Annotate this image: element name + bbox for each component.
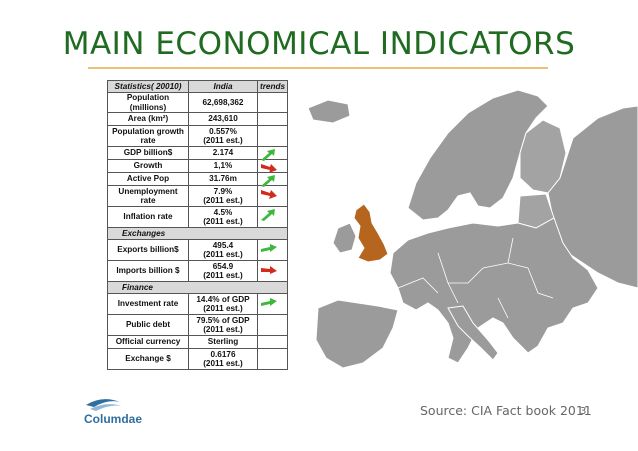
row-value: 2.174 bbox=[188, 146, 258, 160]
table-header-row: Statistics( 20010) India trends bbox=[107, 80, 289, 93]
row-value: 62,698,362 bbox=[188, 92, 258, 113]
italy-shape bbox=[447, 305, 499, 361]
row-label: Inflation rate bbox=[107, 206, 189, 228]
trend-up-arrow-icon bbox=[261, 298, 277, 306]
trend-up-arrow-icon bbox=[261, 175, 275, 187]
row-label: Population (millions) bbox=[107, 92, 189, 113]
table-row: Active Pop 31.76m bbox=[107, 172, 289, 187]
page-number: 3 bbox=[580, 406, 587, 417]
section-label: Exchanges bbox=[106, 227, 289, 240]
trend-up-arrow-icon bbox=[261, 209, 275, 221]
source-caption: Source: CIA Fact book 2011 bbox=[420, 403, 592, 418]
row-trend bbox=[256, 92, 289, 113]
header-country: India bbox=[188, 80, 258, 93]
row-trend bbox=[256, 125, 289, 147]
row-trend bbox=[256, 260, 289, 282]
row-value: 243,610 bbox=[188, 112, 258, 126]
table-row: Imports billion $654.9 (2011 est.) bbox=[107, 260, 289, 282]
borders-lines bbox=[397, 237, 554, 319]
row-label: Area (km²) bbox=[107, 112, 189, 126]
trend-down-arrow-icon bbox=[261, 164, 277, 173]
row-label: Imports billion $ bbox=[107, 260, 189, 282]
row-trend bbox=[256, 293, 289, 315]
row-value: 7.9% (2011 est.) bbox=[188, 185, 258, 207]
row-label: Official currency bbox=[107, 335, 189, 349]
row-label: Growth bbox=[107, 159, 189, 173]
title-divider bbox=[88, 67, 548, 69]
row-trend bbox=[256, 159, 289, 173]
trend-up-arrow-icon bbox=[261, 244, 277, 252]
trend-down-arrow-icon bbox=[261, 190, 277, 199]
row-trend bbox=[256, 185, 289, 207]
row-trend bbox=[256, 172, 289, 187]
row-value: 14.4% of GDP (2011 est.) bbox=[188, 293, 258, 315]
row-label: Exchange $ bbox=[107, 348, 189, 370]
row-value: 31.76m bbox=[188, 172, 258, 186]
header-statistics: Statistics( 20010) bbox=[107, 80, 189, 93]
statistics-table: Statistics( 20010) India trends Populati… bbox=[106, 80, 289, 370]
section-label: Finance bbox=[106, 281, 289, 294]
europe-map bbox=[307, 89, 638, 369]
table-row: Area (km²) 243,610 bbox=[107, 112, 289, 126]
table-row: Public debt 79.5% of GDP (2011 est.) bbox=[107, 314, 289, 336]
table-row: Inflation rate 4.5% (2011 est.) bbox=[107, 206, 289, 228]
row-label: Exports billion$ bbox=[107, 239, 189, 261]
row-trend bbox=[256, 348, 289, 370]
row-trend bbox=[256, 206, 289, 228]
row-label: Unemployment rate bbox=[107, 185, 189, 207]
row-value: 79.5% of GDP (2011 est.) bbox=[188, 314, 258, 336]
row-trend bbox=[256, 335, 289, 349]
row-trend bbox=[256, 314, 289, 336]
united-kingdom-shape bbox=[353, 203, 389, 263]
row-trend bbox=[256, 146, 289, 161]
row-trend bbox=[256, 239, 289, 261]
row-value: 654.9 (2011 est.) bbox=[188, 260, 258, 282]
table-row: Investment rate 14.4% of GDP (2011 est.) bbox=[107, 293, 289, 315]
continental-shape bbox=[389, 217, 599, 364]
trend-down-arrow-icon bbox=[261, 266, 277, 274]
logo-text: Columdae bbox=[84, 412, 143, 426]
page-title: MAIN ECONOMICAL INDICATORS bbox=[62, 26, 576, 62]
row-value: 0.6176 (2011 est.) bbox=[188, 348, 258, 370]
table-row: Official currency Sterling bbox=[107, 335, 289, 349]
iceland-shape bbox=[307, 99, 351, 124]
table-row: Unemployment rate 7.9% (2011 est.) bbox=[107, 185, 289, 207]
row-value: 0.557% (2011 est.) bbox=[188, 125, 258, 147]
table-row: Population growth rate 0.557% (2011 est.) bbox=[107, 125, 289, 147]
iberia-shape bbox=[315, 299, 399, 369]
table-row: Exchange $0.6176 (2011 est.) bbox=[107, 348, 289, 370]
table-body: Population (millions) 62,698,362 Area (km²… bbox=[106, 92, 289, 370]
row-label: Population growth rate bbox=[107, 125, 189, 147]
ireland-shape bbox=[332, 222, 357, 254]
trend-up-arrow-icon bbox=[261, 149, 275, 161]
row-label: Active Pop bbox=[107, 172, 189, 186]
row-value: 4.5% (2011 est.) bbox=[188, 206, 258, 228]
table-row: Growth 1,1% bbox=[107, 159, 289, 173]
row-value: Sterling bbox=[188, 335, 258, 349]
section-row: Finance bbox=[106, 281, 289, 294]
section-row: Exchanges bbox=[106, 227, 289, 240]
row-label: Investment rate bbox=[107, 293, 189, 315]
columdae-logo-icon bbox=[86, 399, 122, 411]
row-trend bbox=[256, 112, 289, 126]
table-row: Population (millions) 62,698,362 bbox=[107, 92, 289, 113]
table-row: Exports billion$ 495.4 (2011 est.) bbox=[107, 239, 289, 261]
row-label: GDP billion$ bbox=[107, 146, 189, 160]
row-value: 1,1% bbox=[188, 159, 258, 173]
row-label: Public debt bbox=[107, 314, 189, 336]
row-value: 495.4 (2011 est.) bbox=[188, 239, 258, 261]
table-row: GDP billion$ 2.174 bbox=[107, 146, 289, 161]
header-trends: trends bbox=[256, 80, 289, 93]
